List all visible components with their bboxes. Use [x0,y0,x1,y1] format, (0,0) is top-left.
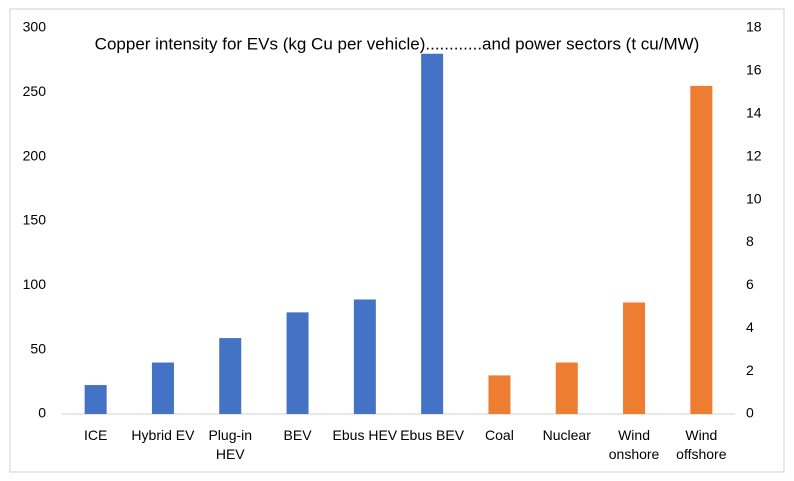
x-tick-label: Wind onshore [608,427,660,462]
x-tick-label: Coal [485,427,514,443]
bar [555,362,578,414]
y-tick-label: 300 [23,19,47,35]
y-tick-label: 150 [23,212,47,228]
y2-tick-label: 18 [746,19,762,35]
x-tick-label: Nuclear [542,427,591,443]
bar [623,302,646,414]
y-tick-label: 250 [23,83,47,99]
y2-tick-label: 0 [746,405,754,421]
x-tick-label: Ebus HEV [332,427,398,443]
y-tick-label: 100 [23,276,47,292]
chart-border [9,8,785,473]
chart-title: Copper intensity for EVs (kg Cu per vehi… [95,34,700,53]
y-tick-label: 200 [23,147,47,163]
y2-tick-label: 6 [746,276,754,292]
bar [286,312,309,414]
y2-tick-label: 14 [746,104,762,120]
y-tick-label: 0 [38,405,46,421]
bar [353,299,376,414]
y2-tick-label: 4 [746,319,754,335]
x-tick-label: BEV [283,427,312,443]
bar [488,375,511,414]
y2-tick-label: 2 [746,362,754,378]
x-tick-label: Hybrid EV [131,427,195,443]
y2-tick-label: 8 [746,233,754,249]
y2-tick-label: 16 [746,62,762,78]
x-tick-label: Plug-in HEV [208,427,253,462]
bar [421,53,444,414]
y2-tick-label: 12 [746,147,762,163]
x-tick-label: ICE [83,427,108,443]
bar [84,385,107,414]
y2-tick-label: 10 [746,190,762,206]
bar [151,362,174,414]
x-tick-label: Wind offshore [676,427,727,462]
y-tick-label: 50 [30,340,46,356]
bar [690,85,713,415]
bar [219,338,242,414]
x-tick-label: Ebus BEV [400,427,465,443]
